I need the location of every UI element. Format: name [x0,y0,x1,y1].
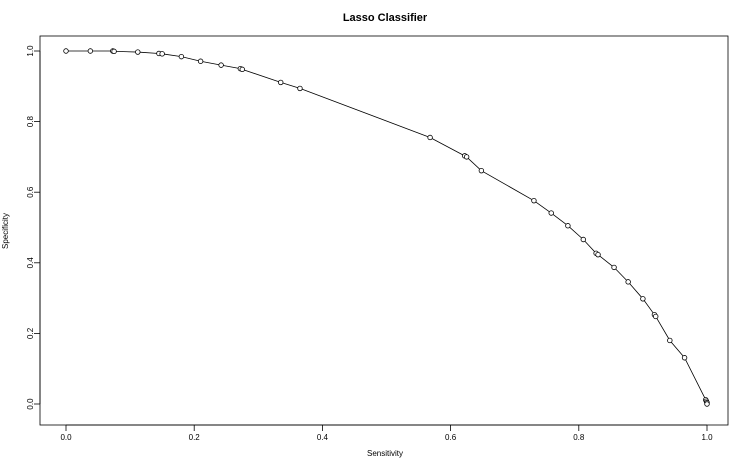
y-tick-label: 0.4 [26,257,35,269]
data-point [239,66,245,73]
x-tick-label: 0.2 [189,433,201,442]
data-point [704,401,710,407]
data-point [565,223,571,229]
data-point [297,85,303,92]
x-tick-label: 0.0 [60,433,72,442]
chart-title: Lasso Classifier [343,12,428,24]
x-tick-label: 0.4 [317,433,329,442]
series-layer [63,48,710,407]
data-point [667,337,673,344]
data-point [159,51,165,57]
y-axis: 0.0 0.2 0.4 0.6 0.8 1.0 [26,45,41,410]
data-point [478,167,485,174]
y-tick-label: 0.8 [26,115,35,127]
data-point [595,251,601,258]
series-line [66,50,708,404]
y-tick-label: 0.2 [26,327,35,339]
data-point [218,62,224,68]
data-point [63,48,69,54]
data-point [531,197,537,204]
x-tick-label: 0.8 [573,433,585,442]
data-point [640,296,646,302]
data-point [135,49,141,55]
data-point [197,58,204,64]
data-point [653,313,659,320]
data-point [681,355,688,361]
y-tick-label: 1.0 [26,45,35,57]
data-point [580,236,586,243]
data-point [463,154,470,160]
data-point [87,48,94,54]
points-layer [63,48,710,407]
data-point [111,48,117,55]
y-tick-label: 0.0 [26,398,35,410]
data-point [278,79,284,86]
y-axis-label: Specificity [1,213,10,249]
data-point [548,210,554,216]
data-point [611,264,617,271]
x-tick-label: 1.0 [701,433,713,442]
plot-frame [39,35,729,426]
x-tick-label: 0.6 [445,433,457,442]
y-tick-label: 0.6 [26,186,35,198]
x-axis-label: Sensitivity [367,449,403,458]
data-point [625,279,631,285]
data-point [178,53,185,60]
data-point [427,134,433,141]
x-axis: 0.0 0.2 0.4 0.6 0.8 1.0 [60,424,713,442]
